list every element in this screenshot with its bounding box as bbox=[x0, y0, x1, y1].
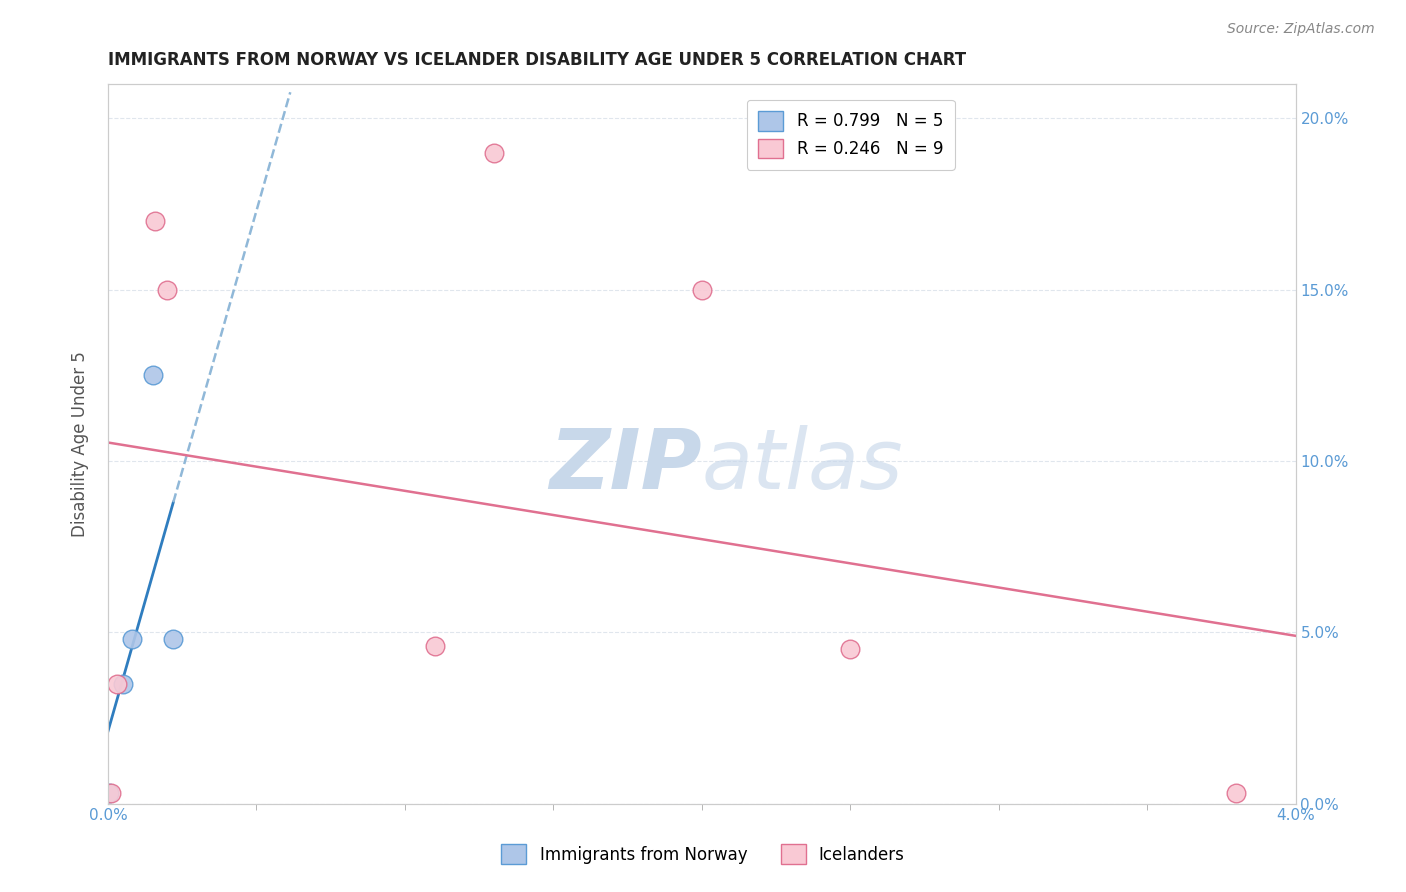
Point bbox=[100, 786, 122, 800]
Text: ZIP: ZIP bbox=[550, 425, 702, 506]
Point bbox=[423, 639, 446, 653]
Point bbox=[1225, 786, 1247, 800]
Text: Source: ZipAtlas.com: Source: ZipAtlas.com bbox=[1227, 22, 1375, 37]
Point bbox=[690, 283, 713, 297]
Point bbox=[141, 368, 163, 383]
Point bbox=[105, 676, 128, 690]
Point bbox=[121, 632, 143, 647]
Point bbox=[145, 214, 167, 228]
Point bbox=[98, 786, 121, 800]
Point bbox=[156, 283, 179, 297]
Point bbox=[482, 145, 505, 160]
Point bbox=[111, 676, 134, 690]
Text: IMMIGRANTS FROM NORWAY VS ICELANDER DISABILITY AGE UNDER 5 CORRELATION CHART: IMMIGRANTS FROM NORWAY VS ICELANDER DISA… bbox=[108, 51, 966, 69]
Legend: Immigrants from Norway, Icelanders: Immigrants from Norway, Icelanders bbox=[495, 838, 911, 871]
Point bbox=[162, 632, 184, 647]
Point bbox=[839, 642, 862, 657]
Legend: R = 0.799   N = 5, R = 0.246   N = 9: R = 0.799 N = 5, R = 0.246 N = 9 bbox=[747, 100, 955, 169]
Text: atlas: atlas bbox=[702, 425, 904, 506]
Y-axis label: Disability Age Under 5: Disability Age Under 5 bbox=[72, 351, 89, 537]
